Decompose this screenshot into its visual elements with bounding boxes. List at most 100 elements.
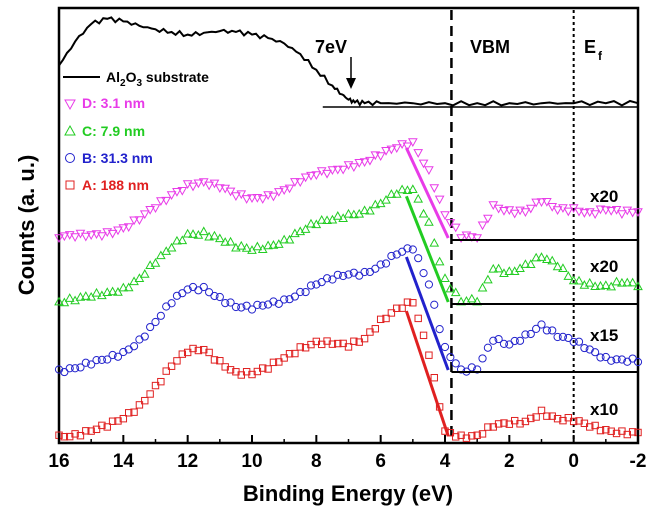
series-3 — [54, 244, 643, 377]
data-point — [450, 287, 461, 297]
data-point — [87, 360, 96, 369]
data-point — [215, 292, 224, 302]
data-point — [150, 204, 161, 214]
data-point — [344, 270, 353, 279]
data-point — [269, 297, 278, 306]
data-point — [564, 414, 573, 422]
legend-label-c: C: 7.9 nm — [82, 123, 145, 139]
data-point — [633, 281, 643, 291]
data-point — [360, 267, 369, 277]
data-point — [542, 326, 551, 335]
data-point — [285, 350, 294, 358]
data-point — [413, 193, 424, 203]
data-point — [279, 234, 290, 244]
data-point — [225, 236, 236, 246]
data-point — [103, 355, 112, 364]
data-point — [279, 186, 290, 196]
legend-marker-2 — [64, 124, 76, 136]
data-point — [452, 433, 460, 441]
data-point — [414, 314, 422, 323]
data-point — [402, 185, 413, 195]
data-point — [600, 206, 611, 216]
data-point — [467, 363, 476, 372]
data-point — [60, 433, 69, 441]
data-point — [236, 190, 247, 200]
data-point — [296, 343, 304, 351]
multiplier-d: x20 — [590, 187, 618, 206]
data-point — [280, 354, 288, 362]
reference-lines — [450, 10, 575, 443]
data-point — [209, 179, 220, 189]
data-point — [627, 208, 638, 218]
data-point — [596, 426, 605, 435]
data-point — [590, 281, 600, 291]
data-point — [542, 198, 552, 207]
data-point — [177, 186, 188, 196]
data-point — [414, 254, 423, 263]
legend-marker-3 — [65, 153, 75, 163]
data-point — [371, 325, 380, 333]
data-point — [391, 144, 402, 154]
data-point — [108, 350, 117, 360]
data-point — [231, 302, 241, 312]
data-point — [87, 427, 95, 435]
legend-label-substrate: Al2O3 substrate — [106, 69, 209, 89]
data-point — [130, 408, 138, 416]
data-point — [182, 228, 193, 238]
edge-fit-line — [405, 195, 450, 303]
data-point — [70, 364, 80, 373]
data-point — [520, 208, 531, 218]
data-point — [483, 274, 493, 284]
data-point — [451, 359, 460, 368]
data-point — [193, 179, 204, 189]
legend-markers — [64, 99, 76, 190]
data-point — [440, 273, 450, 282]
data-point — [445, 219, 456, 228]
data-point — [247, 194, 257, 204]
data-point — [525, 259, 536, 268]
data-point — [484, 423, 492, 431]
data-point — [194, 346, 203, 355]
data-point — [123, 282, 134, 292]
data-point — [273, 239, 284, 248]
data-point — [462, 434, 471, 442]
arrow-7ev — [346, 57, 356, 89]
data-point — [612, 429, 621, 438]
data-point — [473, 431, 481, 439]
data-point — [226, 298, 235, 307]
data-point — [333, 270, 342, 279]
data-point — [316, 215, 327, 224]
data-point — [226, 366, 235, 374]
edge-fit-line — [405, 147, 450, 239]
data-point — [306, 218, 316, 228]
data-point — [607, 356, 616, 365]
data-point — [370, 151, 381, 161]
data-point — [527, 414, 535, 423]
data-point — [263, 240, 273, 250]
data-point — [537, 406, 546, 415]
data-point — [284, 234, 295, 244]
data-point — [424, 280, 434, 289]
data-point — [81, 358, 90, 367]
data-point — [595, 205, 606, 215]
x-axis-title: Binding Energy (eV) — [243, 481, 453, 506]
series-1 — [54, 138, 643, 244]
data-point — [177, 235, 188, 245]
data-point — [225, 187, 236, 197]
data-point — [312, 280, 321, 289]
data-point — [306, 171, 316, 181]
data-point — [60, 367, 69, 377]
data-point — [322, 215, 332, 225]
data-point — [139, 210, 150, 220]
data-point — [162, 367, 170, 375]
data-point — [622, 277, 633, 287]
data-point — [162, 302, 171, 311]
data-point — [214, 184, 225, 194]
data-point — [328, 340, 337, 348]
data-point — [547, 255, 558, 265]
data-point — [413, 149, 424, 158]
data-point — [284, 184, 295, 194]
data-point — [434, 256, 445, 266]
data-point — [375, 152, 386, 162]
